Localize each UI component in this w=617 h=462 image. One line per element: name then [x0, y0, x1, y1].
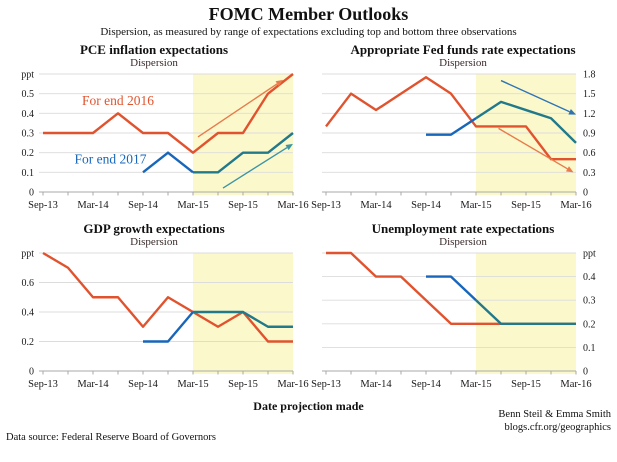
- svg-text:Sep-14: Sep-14: [128, 200, 158, 211]
- svg-text:0: 0: [583, 367, 588, 378]
- chart-title: GDP growth expectations: [83, 221, 225, 236]
- svg-text:0.2: 0.2: [583, 319, 596, 330]
- chart-subtitle: Dispersion: [439, 236, 487, 248]
- svg-text:0: 0: [29, 367, 34, 378]
- svg-text:0.3: 0.3: [22, 129, 35, 140]
- svg-text:Sep-15: Sep-15: [511, 200, 541, 211]
- svg-text:0.6: 0.6: [22, 278, 35, 289]
- svg-text:ppt: ppt: [21, 249, 34, 260]
- svg-text:0.1: 0.1: [583, 343, 596, 354]
- charts-grid: PCE inflation expectations Dispersion pp…: [5, 42, 612, 398]
- svg-text:0.3: 0.3: [583, 296, 596, 307]
- svg-text:0.9: 0.9: [583, 129, 596, 140]
- chart-title: Unemployment rate expectations: [371, 221, 555, 236]
- data-source: Data source: Federal Reserve Board of Go…: [6, 432, 216, 443]
- svg-text:0.1: 0.1: [22, 168, 35, 179]
- svg-text:ppt: ppt: [21, 70, 34, 81]
- svg-text:Mar-14: Mar-14: [360, 200, 392, 211]
- chart-unemployment-rate: Unemployment rate expectations Dispersio…: [311, 221, 612, 398]
- svg-text:Mar-14: Mar-14: [77, 200, 109, 211]
- svg-text:0: 0: [583, 188, 588, 199]
- svg-text:0.4: 0.4: [22, 308, 35, 319]
- credit-authors: Benn Steil & Emma Smith: [498, 409, 611, 420]
- svg-text:0.5: 0.5: [22, 89, 35, 100]
- chart-title: Appropriate Fed funds rate expectations: [350, 42, 576, 57]
- svg-text:For end 2016: For end 2016: [82, 93, 154, 108]
- svg-text:Mar-15: Mar-15: [177, 200, 208, 211]
- figure-subtitle: Dispersion, as measured by range of expe…: [100, 26, 517, 38]
- svg-text:Mar-15: Mar-15: [460, 200, 491, 211]
- chart-fed-funds-rate: Appropriate Fed funds rate expectations …: [311, 42, 612, 219]
- svg-text:0.4: 0.4: [583, 272, 596, 283]
- svg-text:0.6: 0.6: [583, 148, 596, 159]
- fed-funds-rate-plot: 1.8 1.5 1.2 0.9 0.6 0.3 0 Sep-13 Mar-14 Sep-14 Mar…: [311, 69, 610, 219]
- svg-text:Sep-13: Sep-13: [28, 379, 58, 390]
- svg-text:Sep-15: Sep-15: [511, 379, 541, 390]
- unemployment-rate-plot: ppt 0.4 0.3 0.2 0.1 0 Sep-13 Mar-14 Sep-14 Mar-15…: [311, 248, 610, 398]
- gdp-growth-plot: ppt 0.6 0.4 0.2 0 Sep-13 Mar-14 Sep-14 Mar-15 Sep…: [5, 248, 308, 398]
- svg-text:Mar-14: Mar-14: [360, 379, 392, 390]
- svg-text:Sep-15: Sep-15: [228, 379, 258, 390]
- x-axis-title: Date projection made: [253, 399, 364, 413]
- chart-subtitle: Dispersion: [439, 57, 487, 69]
- svg-text:Mar-16: Mar-16: [560, 379, 591, 390]
- figure-footer: Date projection made Benn Steil & Emma S…: [5, 399, 612, 447]
- svg-text:For end 2017: For end 2017: [75, 151, 147, 166]
- svg-text:0.2: 0.2: [22, 148, 35, 159]
- svg-text:1.5: 1.5: [583, 89, 596, 100]
- svg-text:0.4: 0.4: [22, 109, 35, 120]
- svg-text:Mar-15: Mar-15: [177, 379, 208, 390]
- credit-block: Benn Steil & Emma Smith blogs.cfr.org/ge…: [498, 408, 611, 434]
- svg-text:Sep-13: Sep-13: [28, 200, 58, 211]
- svg-text:Sep-14: Sep-14: [411, 200, 441, 211]
- svg-text:0.3: 0.3: [583, 168, 596, 179]
- svg-text:1.2: 1.2: [583, 109, 596, 120]
- credit-url: blogs.cfr.org/geographics: [504, 422, 611, 433]
- svg-text:Sep-13: Sep-13: [311, 200, 341, 211]
- chart-gdp-growth: GDP growth expectations Dispersion ppt 0.…: [5, 221, 308, 398]
- svg-text:Mar-15: Mar-15: [460, 379, 491, 390]
- pce-inflation-plot: ppt 0.5 0.4 0.3 0.2 0.1 0 Sep-13 Mar-14 Sep-14 Mar…: [5, 69, 308, 219]
- svg-text:Mar-14: Mar-14: [77, 379, 109, 390]
- svg-text:0: 0: [29, 188, 34, 199]
- chart-title: PCE inflation expectations: [79, 42, 229, 57]
- svg-text:Mar-16: Mar-16: [277, 379, 308, 390]
- chart-pce-inflation: PCE inflation expectations Dispersion pp…: [5, 42, 308, 219]
- chart-subtitle: Dispersion: [130, 236, 178, 248]
- svg-text:Sep-14: Sep-14: [411, 379, 441, 390]
- svg-text:Sep-14: Sep-14: [128, 379, 158, 390]
- svg-text:Mar-16: Mar-16: [560, 200, 591, 211]
- chart-subtitle: Dispersion: [130, 57, 178, 69]
- svg-text:Mar-16: Mar-16: [277, 200, 308, 211]
- svg-text:ppt: ppt: [583, 249, 596, 260]
- svg-text:Sep-13: Sep-13: [311, 379, 341, 390]
- svg-text:1.8: 1.8: [583, 70, 596, 81]
- svg-text:Sep-15: Sep-15: [228, 200, 258, 211]
- figure-title: FOMC Member Outlooks: [208, 4, 409, 24]
- svg-text:0.2: 0.2: [22, 337, 35, 348]
